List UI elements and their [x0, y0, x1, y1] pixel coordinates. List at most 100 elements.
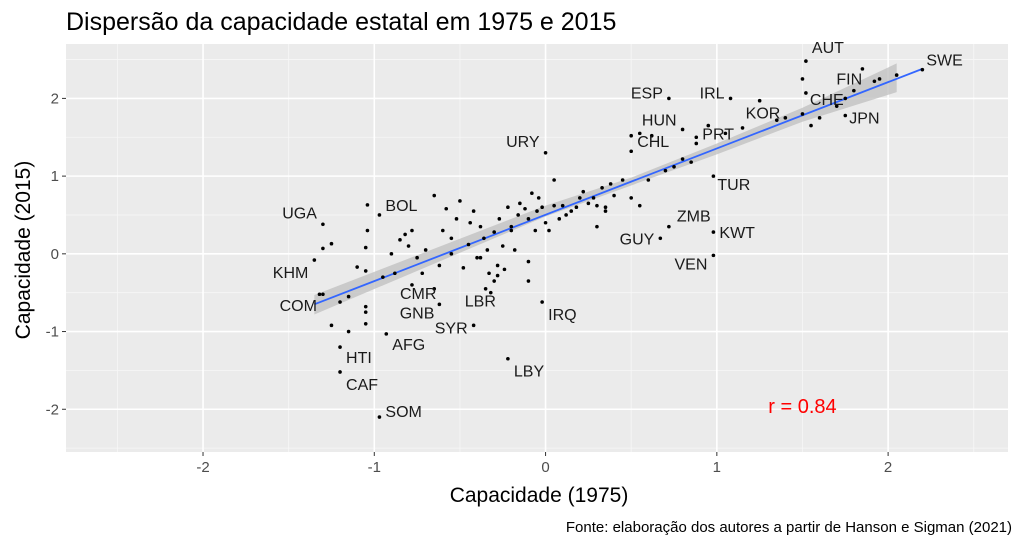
- data-point: [432, 193, 437, 198]
- data-point: [461, 266, 466, 270]
- data-point: [694, 135, 699, 140]
- data-point: [706, 123, 711, 128]
- data-point: [363, 304, 368, 309]
- data-point-labeled: [667, 96, 671, 101]
- data-point: [487, 271, 491, 276]
- plot-panel: [66, 44, 1008, 452]
- data-point: [774, 118, 779, 122]
- point-label-aut: AUT: [812, 40, 844, 57]
- data-point: [444, 206, 449, 211]
- point-label-irl: IRL: [700, 85, 725, 102]
- data-point-labeled: [757, 98, 762, 103]
- y-tick-label: -2: [46, 401, 59, 418]
- point-label-kwt: KWT: [719, 225, 755, 242]
- data-point: [415, 255, 419, 260]
- data-point: [894, 73, 899, 77]
- data-point: [365, 203, 370, 207]
- data-point: [649, 133, 654, 138]
- point-label-syr: SYR: [435, 320, 468, 337]
- data-point: [595, 203, 599, 208]
- data-point: [557, 217, 562, 221]
- data-point: [389, 252, 394, 256]
- data-point: [518, 201, 522, 206]
- data-point: [363, 321, 368, 326]
- point-label-che: CHE: [810, 92, 844, 109]
- data-point: [603, 205, 608, 209]
- data-point-labeled: [658, 236, 663, 241]
- data-point: [581, 189, 586, 194]
- data-point: [492, 230, 496, 234]
- regression-line: [314, 68, 923, 306]
- data-point-labeled: [321, 292, 325, 297]
- data-point: [526, 217, 531, 221]
- point-label-jpn: JPN: [849, 110, 879, 127]
- point-label-com: COM: [280, 298, 317, 315]
- data-point: [535, 209, 539, 213]
- data-point-labeled: [711, 253, 716, 258]
- point-label-kor: KOR: [746, 106, 781, 123]
- x-axis-title: Capacidade (1975): [450, 484, 629, 507]
- point-label-hti: HTI: [346, 350, 372, 367]
- point-label-irq: IRQ: [548, 307, 576, 324]
- data-point: [530, 191, 534, 196]
- data-point: [595, 224, 599, 229]
- data-point: [449, 252, 454, 256]
- data-point: [432, 287, 437, 291]
- point-label-prt: PRT: [702, 126, 734, 143]
- point-label-swe: SWE: [926, 53, 962, 70]
- point-label-guy: GUY: [620, 231, 655, 248]
- data-point: [612, 193, 616, 198]
- data-point: [547, 228, 551, 233]
- data-point: [485, 248, 490, 252]
- data-point: [843, 96, 848, 101]
- data-point: [603, 209, 608, 213]
- data-point: [509, 224, 514, 229]
- data-point-labeled: [543, 151, 548, 155]
- data-point: [877, 77, 882, 81]
- data-point: [564, 213, 568, 217]
- data-point: [500, 244, 505, 248]
- data-point: [569, 209, 574, 213]
- point-label-caf: CAF: [346, 377, 378, 394]
- data-point: [629, 133, 633, 138]
- data-point: [403, 232, 407, 237]
- data-point: [536, 196, 541, 200]
- data-point-labeled: [629, 149, 633, 154]
- correlation-annotation: r = 0.84: [768, 396, 836, 418]
- data-point-labeled: [338, 370, 342, 374]
- caption: Fonte: elaboração dos autores a partir d…: [566, 519, 1012, 536]
- data-point-labeled: [540, 300, 544, 304]
- y-tick-label: 2: [51, 90, 59, 107]
- point-label-tur: TUR: [717, 177, 750, 194]
- data-point-labeled: [711, 174, 716, 178]
- data-point: [475, 255, 479, 260]
- data-point: [637, 131, 642, 136]
- y-tick-label: 0: [51, 246, 59, 263]
- y-tick-label: 1: [51, 168, 59, 185]
- data-point: [363, 310, 368, 314]
- data-point: [600, 185, 604, 190]
- data-point: [817, 116, 822, 120]
- point-label-khm: KHM: [273, 265, 309, 282]
- point-label-lbr: LBR: [465, 294, 496, 311]
- data-point-labeled: [488, 290, 493, 295]
- data-point: [441, 228, 445, 233]
- data-point: [723, 131, 728, 136]
- data-point-labeled: [872, 79, 877, 84]
- data-point: [526, 279, 531, 283]
- data-point: [497, 217, 502, 221]
- point-label-ury: URY: [506, 134, 540, 151]
- data-point-labeled: [728, 96, 733, 101]
- data-point: [637, 203, 642, 208]
- x-axis-ticks: -2 -1 0 1 2: [196, 452, 892, 476]
- data-point-labeled: [321, 222, 325, 227]
- data-point: [852, 88, 856, 93]
- data-point: [740, 126, 745, 130]
- y-tick-label: -1: [46, 324, 59, 341]
- data-point: [860, 67, 865, 71]
- data-point: [410, 228, 414, 233]
- x-tick-label: 1: [713, 459, 721, 476]
- data-point: [471, 209, 476, 213]
- point-label-lby: LBY: [514, 364, 545, 381]
